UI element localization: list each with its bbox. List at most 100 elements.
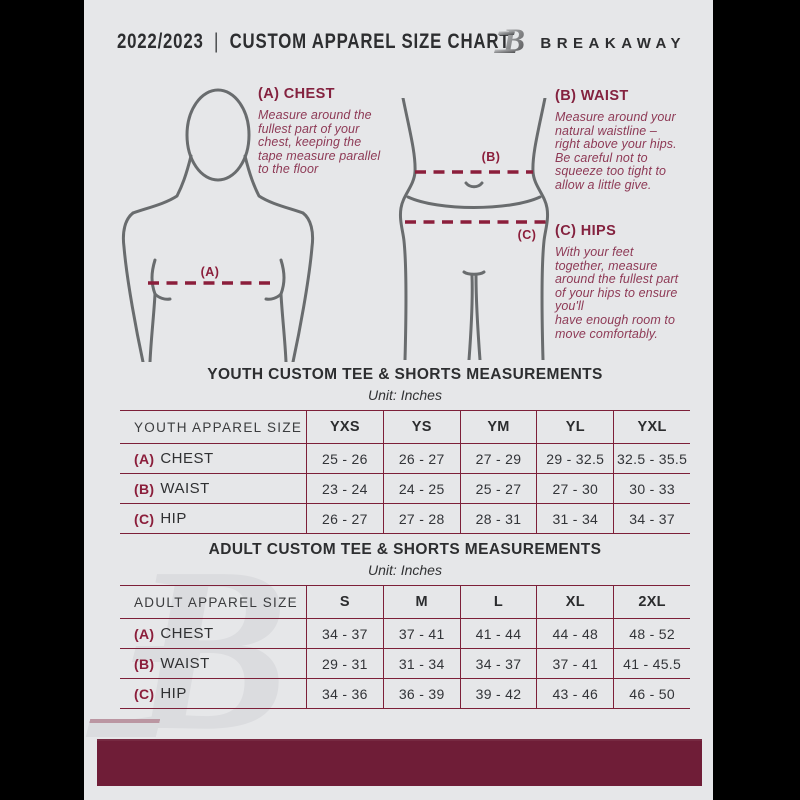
- chest-instructions: (A) CHEST Measure around the fullest par…: [258, 86, 426, 177]
- page-title: 2022/2023 | CUSTOM APPAREL SIZE CHART: [117, 30, 510, 54]
- table-cell: 44 - 48: [536, 619, 613, 648]
- title-divider: |: [214, 30, 220, 53]
- chest-text: Measure around the fullest part of your …: [258, 108, 381, 177]
- table-cell: 31 - 34: [382, 649, 460, 678]
- youth-size-table: YOUTH APPAREL SIZE YXS YS YM YL YXL (A) …: [120, 410, 690, 534]
- row-label-hip: (C) HIP: [120, 679, 306, 708]
- season-label: 2022/2023: [117, 30, 204, 53]
- table-cell: 26 - 27: [382, 444, 460, 473]
- table-cell: 28 - 31: [459, 504, 537, 533]
- table-cell: 23 - 24: [306, 474, 383, 503]
- column-header-xl: XL: [536, 586, 613, 618]
- row-prefix: (C): [134, 685, 155, 702]
- table-cell: 25 - 27: [459, 474, 537, 503]
- upper-body-figure: (A): [121, 88, 315, 362]
- row-label-chest: (A) CHEST: [120, 619, 306, 648]
- column-header-size: ADULT APPAREL SIZE: [134, 594, 298, 610]
- row-prefix: (A): [134, 450, 155, 467]
- column-header-m: M: [382, 586, 460, 618]
- waist-line-label: (B): [482, 150, 501, 164]
- table-cell: 34 - 37: [306, 619, 383, 648]
- hips-text: With your feet together, measure around …: [555, 245, 679, 341]
- table-cell: 37 - 41: [536, 649, 613, 678]
- table-cell: 27 - 29: [459, 444, 537, 473]
- table-cell: 34 - 37: [613, 504, 690, 533]
- table-cell: 24 - 25: [382, 474, 460, 503]
- column-header-yxs: YXS: [306, 411, 383, 443]
- watermark-bottom-dash: [85, 719, 161, 737]
- letterbox-right: [713, 0, 800, 800]
- row-label-hip: (C) HIP: [120, 504, 306, 533]
- table-row-hip: (C) HIP 26 - 27 27 - 28 28 - 31 31 - 34 …: [120, 504, 690, 533]
- brand-name: BREAKAWAY: [540, 34, 686, 52]
- table-cell: 34 - 37: [459, 649, 537, 678]
- hips-heading: (C) HIPS: [555, 223, 617, 239]
- row-label: CHEST: [160, 625, 214, 642]
- breakaway-logo-icon: B: [494, 23, 525, 59]
- table-header-row: ADULT APPAREL SIZE S M L XL 2XL: [120, 586, 690, 619]
- row-label: WAIST: [160, 655, 210, 672]
- table-cell: 27 - 30: [536, 474, 613, 503]
- table-cell: 43 - 46: [536, 679, 613, 708]
- table-cell: 36 - 39: [382, 679, 460, 708]
- adult-section-title: ADULT CUSTOM TEE & SHORTS MEASUREMENTS: [208, 541, 602, 558]
- table-cell: 31 - 34: [536, 504, 613, 533]
- row-label: HIP: [160, 685, 187, 702]
- table-row-hip: (C) HIP 34 - 36 36 - 39 39 - 42 43 - 46 …: [120, 679, 690, 708]
- row-prefix: (C): [134, 510, 155, 527]
- row-label: CHEST: [160, 450, 214, 467]
- table-cell: 37 - 41: [382, 619, 460, 648]
- row-label-chest: (A) CHEST: [120, 444, 306, 473]
- column-header-yl: YL: [536, 411, 613, 443]
- table-cell: 29 - 31: [306, 649, 383, 678]
- youth-unit-label: Unit: Inches: [368, 387, 442, 403]
- measurement-diagrams: (A) (B) (C) (A) CHEST Measure around the…: [84, 84, 713, 364]
- table-cell: 41 - 44: [459, 619, 537, 648]
- table-cell: 27 - 28: [382, 504, 460, 533]
- column-header-yxl: YXL: [613, 411, 690, 443]
- waist-heading: (B) WAIST: [555, 88, 629, 104]
- table-cell: 29 - 32.5: [536, 444, 613, 473]
- table-header-row: YOUTH APPAREL SIZE YXS YS YM YL YXL: [120, 411, 690, 444]
- youth-section-title: YOUTH CUSTOM TEE & SHORTS MEASUREMENTS: [207, 366, 603, 383]
- size-chart-page: B 2022/2023 | CUSTOM APPAREL SIZE CHART B …: [84, 0, 713, 800]
- column-header-2xl: 2XL: [613, 586, 690, 618]
- hips-instructions: (C) HIPS With your feet together, measur…: [555, 223, 713, 341]
- table-cell: 30 - 33: [613, 474, 690, 503]
- table-cell: 46 - 50: [613, 679, 690, 708]
- row-prefix: (A): [134, 625, 155, 642]
- table-row-chest: (A) CHEST 25 - 26 26 - 27 27 - 29 29 - 3…: [120, 444, 690, 474]
- footer-accent-bar: [97, 739, 702, 786]
- table-cell: 39 - 42: [459, 679, 537, 708]
- column-header-size: YOUTH APPAREL SIZE: [134, 419, 303, 435]
- table-cell: 48 - 52: [613, 619, 690, 648]
- table-cell: 34 - 36: [306, 679, 383, 708]
- chart-title: CUSTOM APPAREL SIZE CHART: [229, 30, 511, 53]
- table-cell: 41 - 45.5: [613, 649, 690, 678]
- column-header-l: L: [459, 586, 537, 618]
- row-prefix: (B): [134, 655, 155, 672]
- column-header-s: S: [306, 586, 383, 618]
- brand-block: B BREAKAWAY: [489, 20, 686, 60]
- row-prefix: (B): [134, 480, 155, 497]
- table-cell: 25 - 26: [306, 444, 383, 473]
- table-row-chest: (A) CHEST 34 - 37 37 - 41 41 - 44 44 - 4…: [120, 619, 690, 649]
- column-header-ys: YS: [382, 411, 460, 443]
- adult-section: ADULT CUSTOM TEE & SHORTS MEASUREMENTS U…: [120, 541, 690, 709]
- table-cell: 26 - 27: [306, 504, 383, 533]
- row-label: HIP: [160, 510, 187, 527]
- svg-text:B: B: [502, 23, 525, 59]
- hip-line-label: (C): [518, 228, 537, 242]
- row-label-waist: (B) WAIST: [120, 474, 306, 503]
- table-cell: 32.5 - 35.5: [613, 444, 690, 473]
- chest-line-label: (A): [201, 265, 220, 279]
- adult-size-table: ADULT APPAREL SIZE S M L XL 2XL (A) CHES…: [120, 585, 690, 709]
- letterbox-left: [0, 0, 84, 800]
- column-header-ym: YM: [459, 411, 537, 443]
- waist-text: Measure around your natural waistline – …: [555, 110, 677, 192]
- chest-heading: (A) CHEST: [258, 86, 335, 102]
- waist-instructions: (B) WAIST Measure around your natural wa…: [555, 88, 713, 193]
- row-label: WAIST: [160, 480, 210, 497]
- table-row-waist: (B) WAIST 29 - 31 31 - 34 34 - 37 37 - 4…: [120, 649, 690, 679]
- table-row-waist: (B) WAIST 23 - 24 24 - 25 25 - 27 27 - 3…: [120, 474, 690, 504]
